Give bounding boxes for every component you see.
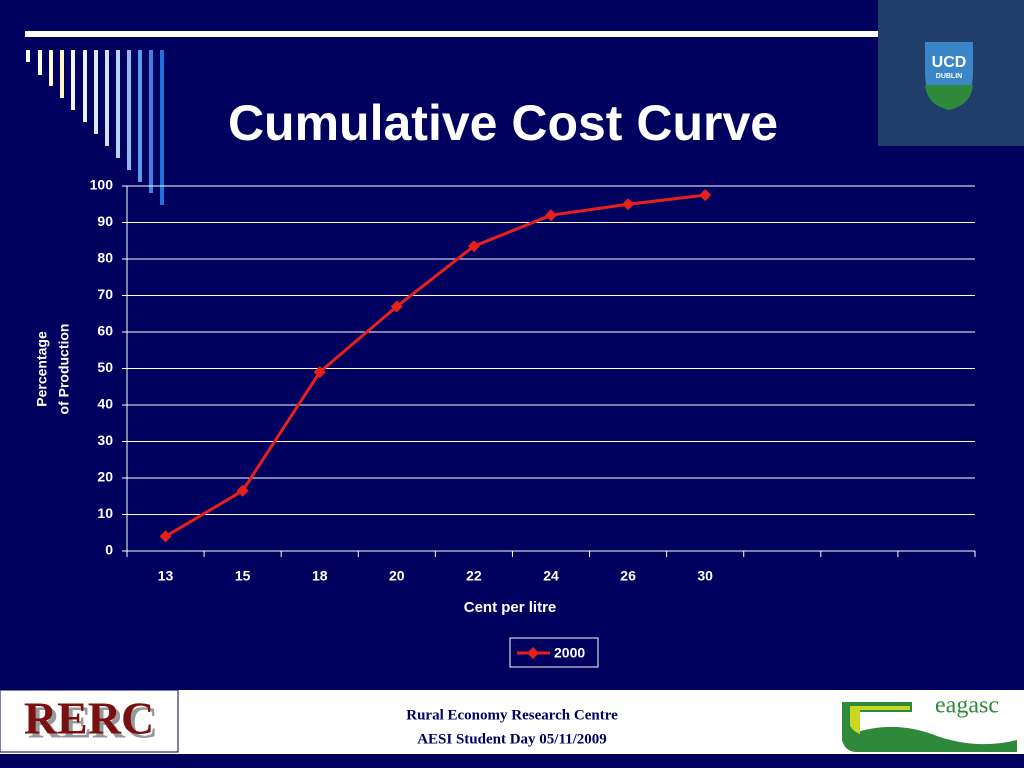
y-tick-label: 0 (105, 542, 113, 558)
y-tick-label: 60 (97, 323, 113, 339)
y-tick-label: 10 (97, 505, 113, 521)
point (236, 484, 249, 497)
y-tick-label: 80 (97, 250, 113, 266)
x-axis-label: Cent per litre (464, 599, 557, 616)
legend-label: 2000 (554, 645, 585, 661)
series-line (164, 193, 706, 538)
legend-marker (527, 647, 539, 659)
ucd-logo: UCD DUBLIN (925, 42, 973, 110)
x-tick-label: 18 (312, 568, 328, 584)
y-tick-label: 40 (97, 396, 113, 412)
point (159, 530, 172, 543)
decor-bars (26, 50, 164, 205)
point (467, 240, 480, 253)
y-tick-label: 30 (97, 432, 113, 448)
x-tick-label: 13 (158, 568, 174, 584)
point (699, 189, 712, 202)
rerc-logo: RERC (24, 693, 154, 744)
point (390, 300, 403, 313)
y-tick-label: 70 (97, 286, 113, 302)
footer-line: AESI Student Day 05/11/2009 (417, 731, 607, 747)
rerc-box (0, 689, 179, 753)
x-tick-label: 30 (697, 568, 713, 584)
teagasc-text: eagasc (935, 693, 999, 719)
ucd-text: UCD (932, 54, 967, 71)
x-tick-label: 15 (235, 568, 251, 584)
teagasc-logo: eagasc (842, 693, 1017, 752)
chart-title: Cumulative Cost Curve (228, 95, 778, 151)
point (545, 209, 557, 222)
x-tick-label: 24 (543, 568, 559, 584)
x-tick-label: 22 (466, 568, 482, 584)
y-tick-label: 50 (97, 359, 113, 375)
y-tick-label: 100 (90, 177, 114, 193)
x-tick-label: 20 (389, 568, 405, 584)
plot: 0 10 20 30 40 50 60 70 80 90 100 13 15 18 20 22 24 26 30 20… (90, 177, 976, 668)
y-tick-label: 90 (97, 213, 113, 229)
y-axis-label: of Production (56, 324, 72, 415)
footer-line: Rural Economy Research Centre (406, 707, 618, 723)
y-tick-label: 20 (97, 469, 113, 485)
x-tick-label: 26 (620, 568, 636, 584)
ucd-sub: DUBLIN (936, 73, 962, 80)
legend-box (509, 637, 599, 668)
y-axis-label: Percentage (34, 331, 50, 407)
rerc-shadow: RERC (28, 697, 158, 748)
point (313, 366, 326, 379)
point (622, 198, 635, 211)
